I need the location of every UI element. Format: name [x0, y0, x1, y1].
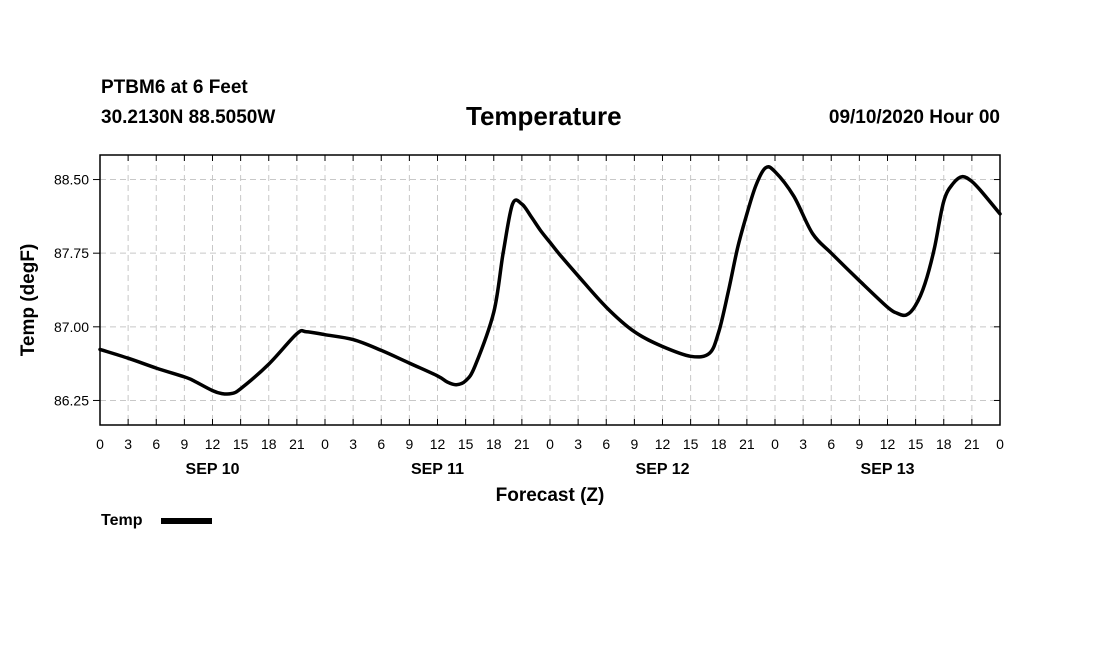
x-tick-label: 18 [486, 436, 502, 452]
x-tick-label: 6 [602, 436, 610, 452]
x-tick-label: 9 [180, 436, 188, 452]
x-tick-label: 9 [630, 436, 638, 452]
y-tick-label: 87.75 [54, 245, 89, 261]
x-tick-label: 15 [458, 436, 474, 452]
x-date-label: SEP 11 [411, 461, 464, 478]
x-tick-label: 9 [405, 436, 413, 452]
x-tick-label: 9 [855, 436, 863, 452]
forecast-datetime: 09/10/2020 Hour 00 [828, 107, 1000, 128]
x-tick-label: 0 [546, 436, 554, 452]
station-label: PTBM6 at 6 Feet [101, 77, 248, 98]
y-axis-title: Temp (degF) [18, 244, 39, 357]
x-date-label: SEP 13 [861, 461, 915, 478]
x-tick-label: 6 [377, 436, 385, 452]
x-tick-label: 21 [964, 436, 980, 452]
coordinates-label: 30.2130N 88.5050W [101, 107, 276, 128]
axis-layer: 0 3 6 9 12 15 18 21 0 3 6 9 12 15 18 21 0 3 6 9 12 15 18 21 0 3 6 9… [54, 155, 1004, 478]
x-tick-label: 0 [96, 436, 104, 452]
x-tick-label: 3 [574, 436, 582, 452]
x-axis-title: Forecast (Z) [496, 485, 605, 506]
x-tick-label: 21 [514, 436, 530, 452]
x-tick-label: 3 [349, 436, 357, 452]
series-line-temp [98, 165, 1002, 396]
y-tick-label: 88.50 [54, 172, 89, 188]
y-tick-label: 86.25 [54, 392, 89, 408]
y-tick-label: 87.00 [54, 319, 89, 335]
x-tick-label: 15 [683, 436, 699, 452]
x-tick-label: 0 [321, 436, 329, 452]
x-tick-label: 3 [124, 436, 132, 452]
x-tick-label: 18 [261, 436, 277, 452]
legend-label-temp: Temp [101, 512, 143, 529]
x-tick-label: 18 [936, 436, 952, 452]
legend: Temp [101, 512, 212, 529]
x-tick-label: 21 [289, 436, 305, 452]
x-tick-label: 6 [152, 436, 160, 452]
x-tick-label: 21 [739, 436, 755, 452]
x-tick-label: 0 [771, 436, 779, 452]
x-date-label: SEP 12 [636, 461, 690, 478]
x-tick-label: 15 [233, 436, 249, 452]
x-date-label: SEP 10 [186, 461, 240, 478]
chart-title: Temperature [466, 101, 622, 131]
x-tick-label: 12 [880, 436, 896, 452]
series-layer [98, 165, 1002, 396]
x-tick-label: 12 [430, 436, 446, 452]
x-tick-label: 18 [711, 436, 727, 452]
x-tick-label: 3 [799, 436, 807, 452]
x-tick-label: 6 [827, 436, 835, 452]
x-tick-label: 0 [996, 436, 1004, 452]
grid-lines [100, 155, 1000, 425]
x-tick-label: 12 [205, 436, 221, 452]
x-tick-label: 15 [908, 436, 924, 452]
x-tick-label: 12 [655, 436, 671, 452]
